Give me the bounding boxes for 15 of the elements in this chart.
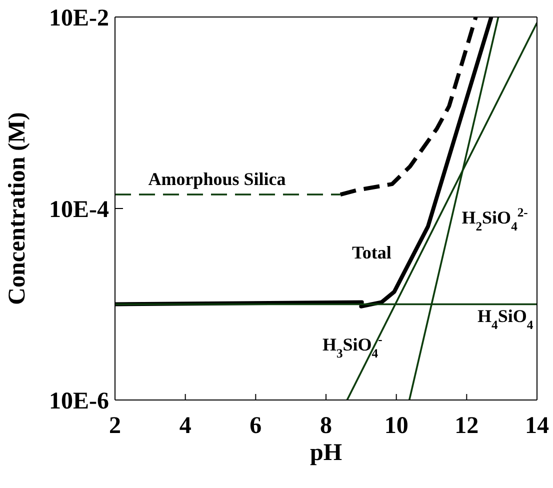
series-label: H$_{4}$SiO$_{4}$ [478,306,534,332]
x-tick-label: 14 [525,413,549,440]
x-tick-label: 8 [320,413,332,440]
x-tick-label: 6 [250,413,262,440]
y-tick-label: 10E-2 [49,6,109,32]
series-label: Amorphous Silica [148,169,286,190]
y-tick-label: 10E-4 [49,197,109,224]
series-label: Total [352,242,392,263]
x-axis-title: pH [310,440,342,466]
x-tick-label: 2 [109,413,121,440]
x-tick-label: 12 [454,413,479,440]
x-tick-label: 10 [384,413,408,440]
y-tick-label: 10E-6 [49,388,109,415]
y-axis-title: Concentration (M) [4,112,31,305]
x-tick-label: 4 [179,413,192,440]
